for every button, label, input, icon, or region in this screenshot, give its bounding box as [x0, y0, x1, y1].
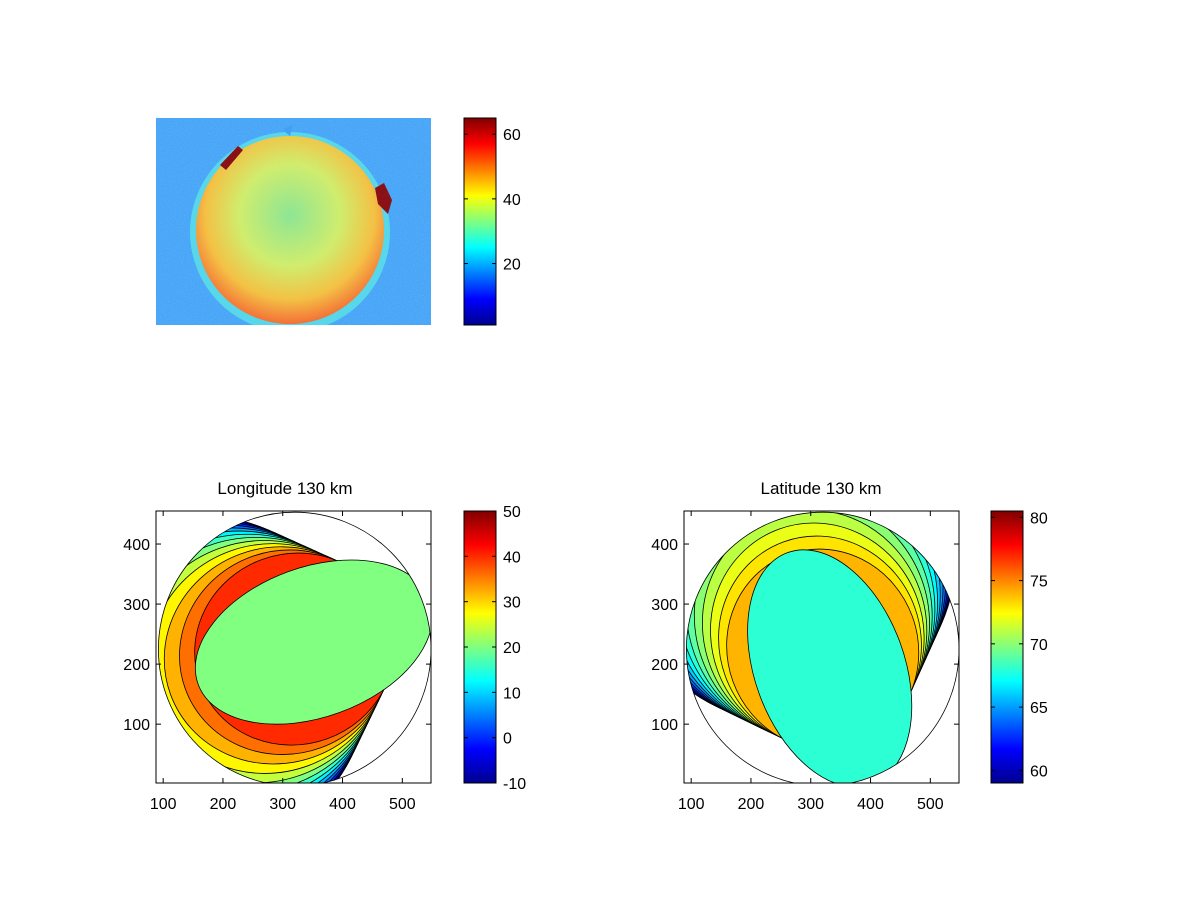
image|0-colorbar-strip	[463, 117, 497, 326]
latitude|2-colorbar-tick-label: 65	[1030, 700, 1048, 717]
longitude|1-colorbar-strip	[463, 510, 497, 784]
longitude-disk-outline	[158, 511, 431, 783]
latitude|2-colorbar-tick-label: 75	[1030, 574, 1048, 591]
latitude-title: Latitude 130 km	[761, 479, 882, 498]
longitude|1-colorbar-tick-label: 10	[503, 685, 521, 702]
latitude-x-tick-label: 300	[797, 796, 824, 813]
latitude|2-colorbar-tick-label: 60	[1030, 763, 1048, 780]
latitude-x-tick-label: 100	[678, 796, 705, 813]
latitude-axes-frame	[683, 510, 960, 784]
longitude|1-colorbar-tick-label: 20	[503, 640, 521, 657]
latitude-x-tick-label: 400	[857, 796, 884, 813]
latitude-y-tick-label: 300	[651, 597, 678, 614]
longitude|1-colorbar-tick-label: 40	[503, 549, 521, 566]
latitude-contour-center	[747, 549, 913, 783]
longitude-title: Longitude 130 km	[217, 479, 352, 498]
latitude-disk-outline	[686, 511, 959, 783]
longitude-axes-frame	[155, 510, 432, 784]
latitude-y-tick-label: 200	[651, 657, 678, 674]
longitude|1-colorbar-tick-label: 50	[503, 504, 521, 521]
latitude-axes: 100 200 300 400 500 100 200 300 400	[651, 510, 960, 813]
longitude-y-tick-label: 200	[123, 657, 150, 674]
longitude-x-tick-label: 200	[210, 796, 237, 813]
longitude-y-tick-label: 100	[123, 717, 150, 734]
longitude-colorbar: -10 0 10 20 30 40 50	[463, 504, 526, 793]
longitude-y-tick-label: 300	[123, 597, 150, 614]
image|0-colorbar-tick-label: 60	[503, 127, 521, 144]
latitude-x-tick-label: 500	[917, 796, 944, 813]
latitude-y-tick-label: 100	[651, 717, 678, 734]
longitude-x-tick-label: 100	[150, 796, 177, 813]
latitude-y-tick-label: 400	[651, 537, 678, 554]
longitude|1-colorbar-tick-label: 30	[503, 595, 521, 612]
image-colorbar: 20 40 60	[463, 117, 521, 326]
image-panel	[156, 118, 431, 325]
longitude-y-tick-label: 400	[123, 537, 150, 554]
latitude|2-colorbar-tick-label: 70	[1030, 637, 1048, 654]
image|0-colorbar-tick-label: 20	[503, 257, 521, 274]
longitude-axes: 100 200 300 400 500 100 200 300 400	[123, 510, 432, 813]
longitude|1-colorbar-tick-label: -10	[503, 776, 526, 793]
latitude-x-tick-label: 200	[738, 796, 765, 813]
longitude-x-tick-label: 300	[269, 796, 296, 813]
image|0-colorbar-tick-label: 40	[503, 192, 521, 209]
latitude|2-colorbar-tick-label: 80	[1030, 510, 1048, 527]
longitude|1-colorbar-tick-label: 0	[503, 731, 512, 748]
longitude-x-tick-label: 500	[389, 796, 416, 813]
latitude-colorbar: 60 65 70 75 80	[990, 510, 1048, 784]
longitude-x-tick-label: 400	[329, 796, 356, 813]
latitude|2-colorbar-strip	[990, 510, 1024, 784]
